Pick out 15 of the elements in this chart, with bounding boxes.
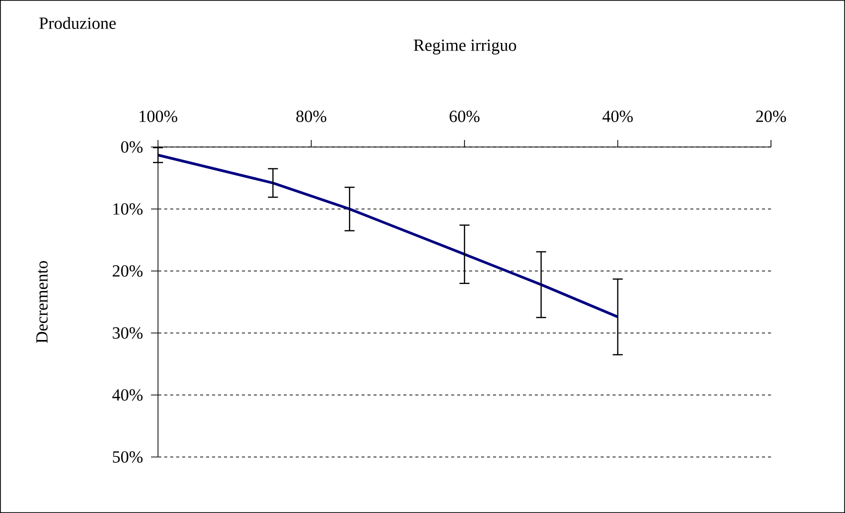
line-series [156, 154, 620, 318]
y-tick-label: 20% [112, 265, 143, 277]
y-tick-label: 10% [113, 203, 143, 215]
x-tick-label: 100% [140, 110, 178, 122]
x-tick-label: 20% [756, 110, 786, 122]
y-tick-label: 40% [112, 389, 143, 401]
x-tick-label: 40% [602, 110, 633, 122]
y-axis-title: Decremento [36, 261, 48, 344]
x-tick-label: 60% [450, 110, 480, 122]
y-tick-label: 30% [112, 327, 143, 339]
y-tick-label: 0% [121, 141, 143, 153]
chart-title: Produzione [39, 17, 116, 29]
x-tick-label: 80% [296, 110, 326, 122]
y-tick-label: 50% [112, 451, 143, 463]
x-axis-title: Regime irriguo [414, 40, 516, 54]
